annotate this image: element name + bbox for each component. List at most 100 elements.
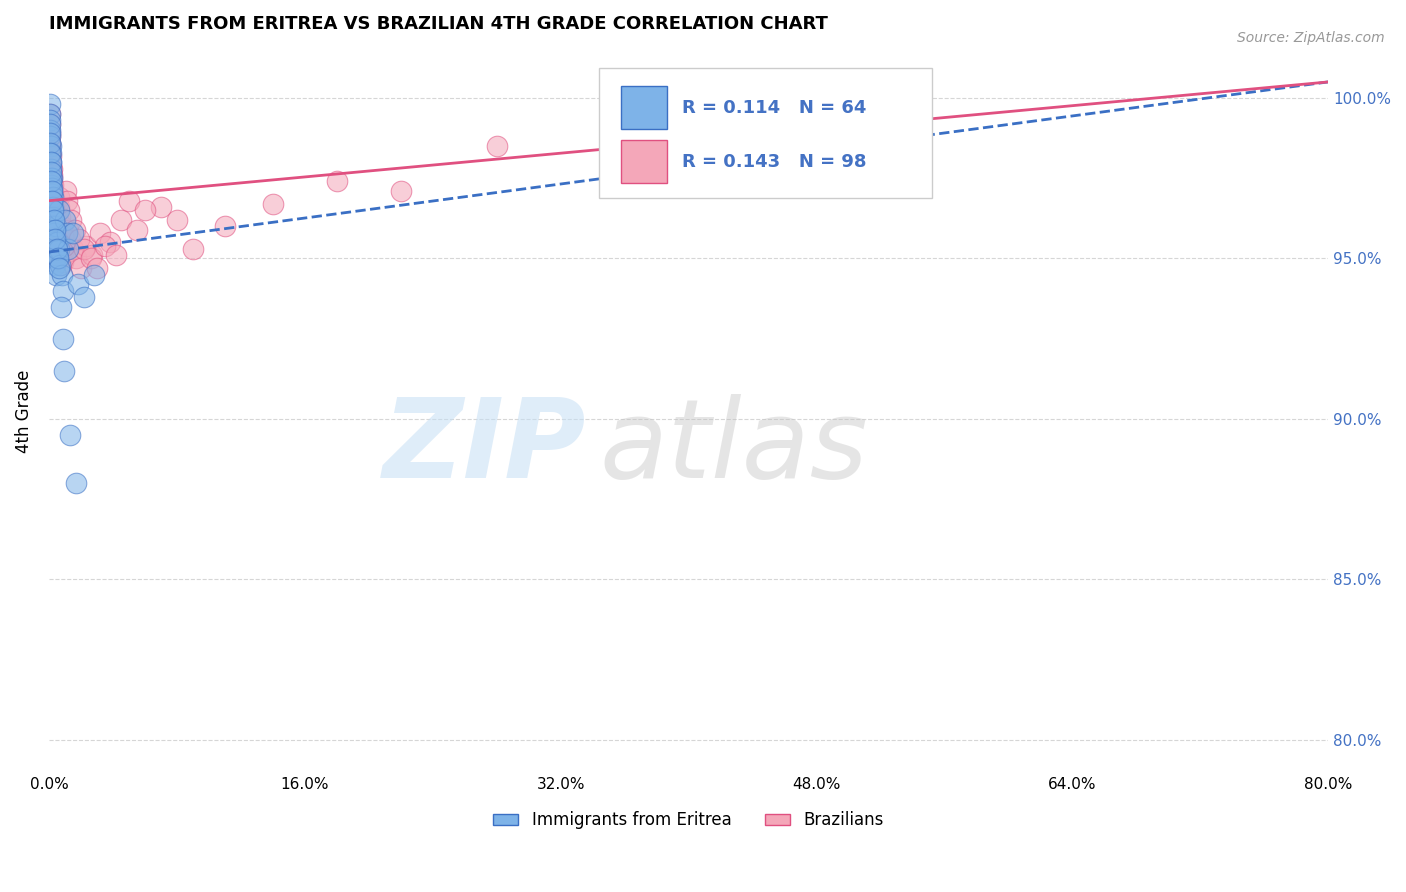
Point — [46, 245, 69, 260]
Point — [39, 161, 62, 176]
Point — [42, 187, 65, 202]
Point — [41, 171, 63, 186]
Point — [41, 174, 63, 188]
Point — [39, 155, 62, 169]
Point — [55, 184, 77, 198]
Point — [41, 171, 63, 186]
Point — [62, 242, 84, 256]
Point — [39, 184, 62, 198]
Point — [41, 190, 63, 204]
Point — [42, 216, 65, 230]
Point — [41, 181, 63, 195]
Point — [837, 97, 859, 112]
Point — [39, 145, 62, 160]
Point — [38, 107, 60, 121]
Point — [60, 213, 83, 227]
Point — [42, 200, 65, 214]
Point — [39, 136, 62, 150]
Point — [41, 194, 63, 208]
Point — [41, 178, 63, 192]
Point — [44, 232, 66, 246]
Point — [58, 203, 80, 218]
Point — [49, 300, 72, 314]
Point — [42, 187, 65, 202]
Point — [38, 117, 60, 131]
Point — [39, 113, 62, 128]
Point — [389, 184, 412, 198]
Point — [39, 139, 62, 153]
Point — [48, 190, 70, 204]
Point — [51, 235, 73, 250]
Point — [53, 235, 76, 250]
Point — [39, 174, 62, 188]
Point — [49, 258, 72, 272]
Point — [41, 200, 63, 214]
Point — [262, 197, 284, 211]
Point — [42, 203, 65, 218]
Point — [44, 203, 66, 218]
Point — [39, 107, 62, 121]
Point — [42, 206, 65, 220]
Point — [41, 178, 63, 192]
Bar — [621, 86, 666, 129]
Point — [38, 126, 60, 140]
Point — [44, 216, 66, 230]
Point — [94, 238, 117, 252]
Point — [62, 226, 84, 240]
Point — [149, 200, 172, 214]
Point — [98, 235, 121, 250]
Point — [46, 203, 69, 218]
Point — [53, 364, 76, 378]
Point — [44, 258, 66, 272]
Point — [39, 165, 62, 179]
Text: IMMIGRANTS FROM ERITREA VS BRAZILIAN 4TH GRADE CORRELATION CHART: IMMIGRANTS FROM ERITREA VS BRAZILIAN 4TH… — [49, 15, 828, 33]
Point — [51, 332, 73, 346]
Point — [46, 213, 69, 227]
Point — [75, 238, 97, 252]
Text: R = 0.114   N = 64: R = 0.114 N = 64 — [682, 99, 866, 117]
Point — [70, 261, 93, 276]
Point — [65, 252, 87, 266]
Point — [41, 210, 63, 224]
Point — [41, 187, 63, 202]
Point — [41, 203, 63, 218]
Point — [73, 290, 96, 304]
Point — [485, 139, 508, 153]
Point — [44, 235, 66, 250]
Point — [51, 219, 73, 234]
Point — [46, 222, 69, 236]
Point — [63, 222, 86, 236]
Point — [125, 222, 148, 236]
Point — [48, 242, 70, 256]
Point — [51, 268, 73, 282]
Point — [49, 252, 72, 266]
Point — [39, 194, 62, 208]
Point — [181, 242, 204, 256]
Point — [41, 210, 63, 224]
Point — [46, 235, 69, 250]
Point — [89, 226, 111, 240]
Point — [326, 174, 349, 188]
Point — [39, 136, 62, 150]
Text: Source: ZipAtlas.com: Source: ZipAtlas.com — [1237, 31, 1385, 45]
Point — [42, 235, 65, 250]
Point — [49, 258, 72, 272]
Point — [52, 284, 75, 298]
Point — [59, 428, 82, 442]
Point — [39, 171, 62, 186]
Point — [44, 222, 66, 236]
Point — [39, 155, 62, 169]
Point — [53, 226, 76, 240]
Point — [41, 168, 63, 182]
Text: R = 0.143   N = 98: R = 0.143 N = 98 — [682, 153, 866, 170]
Point — [82, 248, 104, 262]
Point — [38, 97, 60, 112]
Point — [39, 145, 62, 160]
Point — [42, 226, 65, 240]
Point — [41, 213, 63, 227]
Text: atlas: atlas — [599, 393, 868, 500]
Point — [166, 213, 188, 227]
Point — [45, 242, 67, 256]
Point — [48, 232, 70, 246]
Point — [44, 242, 66, 256]
